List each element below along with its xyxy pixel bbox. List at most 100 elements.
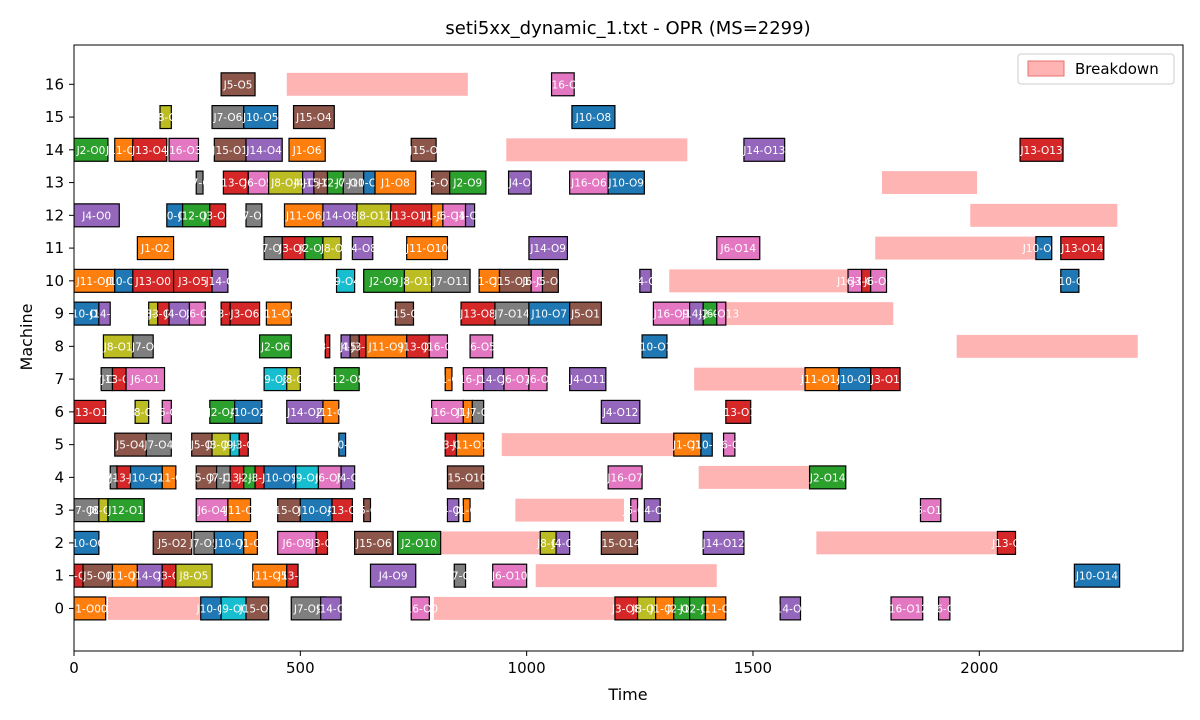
operation-label: J1-O8	[380, 178, 410, 190]
operation-bar	[134, 399, 150, 424]
operation-label: J10-O8	[575, 112, 611, 124]
operation-label: J13-O4	[131, 145, 168, 157]
operation-bar	[1060, 268, 1080, 293]
operation-bar	[292, 104, 335, 130]
operation-label: J1-O1	[672, 440, 702, 452]
operation-bar	[643, 498, 661, 523]
operation-bar	[333, 367, 360, 392]
operation-label: J13-O0	[134, 276, 170, 288]
operation-label: J13-O1	[71, 407, 107, 419]
operation-label: J6-O8	[282, 538, 312, 550]
y-tick-label: 13	[45, 174, 64, 192]
breakdown-bar	[694, 367, 806, 391]
operation-bar	[209, 203, 227, 228]
operation-bar	[492, 563, 528, 588]
operation-label: J6-O13	[912, 505, 948, 517]
operation-bar	[152, 530, 193, 555]
operation-label: J8-O	[536, 538, 559, 550]
operation-label: J7-O10	[335, 178, 371, 190]
operation-label: J1-O	[455, 505, 478, 517]
operation-bar	[258, 334, 292, 359]
operation-label: J15-O6	[355, 538, 392, 550]
operation-bar	[716, 236, 761, 261]
operation-bar	[890, 596, 924, 621]
operation-label: J4-O1	[455, 210, 485, 222]
legend-swatch-breakdown	[1027, 60, 1065, 77]
operation-label: J5-O1	[535, 276, 565, 288]
operation-label: J2-O14	[809, 472, 846, 484]
y-axis-label: Machine	[17, 304, 36, 371]
operation-label: J14-O13	[742, 145, 785, 157]
operation-bar	[351, 236, 374, 261]
y-tick-label: 1	[54, 567, 64, 585]
operation-label: J10-O4	[297, 505, 334, 517]
operation-label: J4-O2	[164, 309, 194, 321]
operation-label: J14-O	[205, 276, 235, 288]
operation-bar	[335, 268, 356, 293]
operation-label: J5-O	[355, 505, 378, 517]
operation-label: J13-O14	[1060, 243, 1103, 255]
operation-bar	[188, 301, 206, 326]
operation-label: J7-O9	[293, 603, 323, 615]
breakdown-bar	[535, 564, 717, 588]
operation-label: J11-O6	[285, 210, 322, 222]
x-tick-label: 2000	[960, 659, 998, 677]
operation-bar	[453, 563, 467, 588]
operation-label: J14-O	[315, 603, 345, 615]
operation-label: J8-O4	[270, 178, 300, 190]
operation-bar	[410, 596, 430, 621]
operation-bar	[446, 465, 485, 490]
operation-label: J13-O5	[217, 178, 253, 190]
operation-label: J3-O1	[870, 374, 900, 386]
chart-title: seti5xx_dynamic_1.txt - OPR (MS=2299)	[445, 18, 810, 39]
breakdown-bar	[698, 465, 810, 489]
operation-bar	[449, 170, 487, 195]
operation-bar	[607, 465, 643, 490]
operation-label: J1-O4	[649, 603, 679, 615]
breakdown-bar	[107, 596, 208, 620]
operation-label: J11-O0	[76, 276, 112, 288]
operation-bar	[354, 530, 394, 555]
operation-label: J10-O2	[230, 407, 266, 419]
operation-label: J3-O	[315, 341, 338, 353]
operation-bar	[919, 498, 942, 523]
operation-label: J10-O	[214, 538, 244, 550]
operation-label: J11-O9	[368, 341, 404, 353]
operation-label: J14-O4	[245, 145, 282, 157]
operation-label: J14-O9	[529, 243, 565, 255]
operation-label: J15-O2	[239, 603, 275, 615]
operation-label: J16-O	[547, 79, 577, 91]
operation-label: J13-O1	[399, 341, 435, 353]
operation-label: J6-O	[932, 603, 955, 615]
operation-bar	[870, 367, 901, 392]
operation-bar	[446, 498, 460, 523]
operation-label: J4-O	[633, 276, 656, 288]
operation-bar	[641, 334, 668, 359]
operation-bar	[569, 301, 602, 326]
operation-label: J12-O3	[177, 210, 213, 222]
x-tick-label: 1000	[508, 659, 546, 677]
operation-bar	[808, 465, 847, 490]
x-tick-label: 500	[286, 659, 315, 677]
operation-label: J7-O	[188, 178, 211, 190]
operation-label: J1-O2	[140, 243, 170, 255]
operation-label: J4-O	[551, 538, 574, 550]
y-tick-label: 5	[54, 436, 64, 454]
y-tick-label: 0	[54, 599, 64, 617]
breakdown-bar	[506, 138, 688, 162]
operation-label: J6-O13	[703, 309, 739, 321]
operation-label: J5-O4	[115, 440, 145, 452]
operation-bar	[168, 137, 200, 162]
operation-label: J2-O9	[452, 178, 482, 190]
operation-bar	[1073, 563, 1121, 588]
operation-label: J16-O0	[402, 603, 438, 615]
operation-bar	[338, 432, 347, 457]
operation-label: J9-O3	[260, 374, 290, 386]
operation-label: J15-O10	[443, 472, 486, 484]
y-tick-label: 8	[54, 337, 64, 355]
operation-label: J1-O	[437, 374, 460, 386]
operation-label: J6-O	[526, 374, 549, 386]
operation-bar	[507, 170, 532, 195]
operation-label: J10-O2	[128, 472, 164, 484]
